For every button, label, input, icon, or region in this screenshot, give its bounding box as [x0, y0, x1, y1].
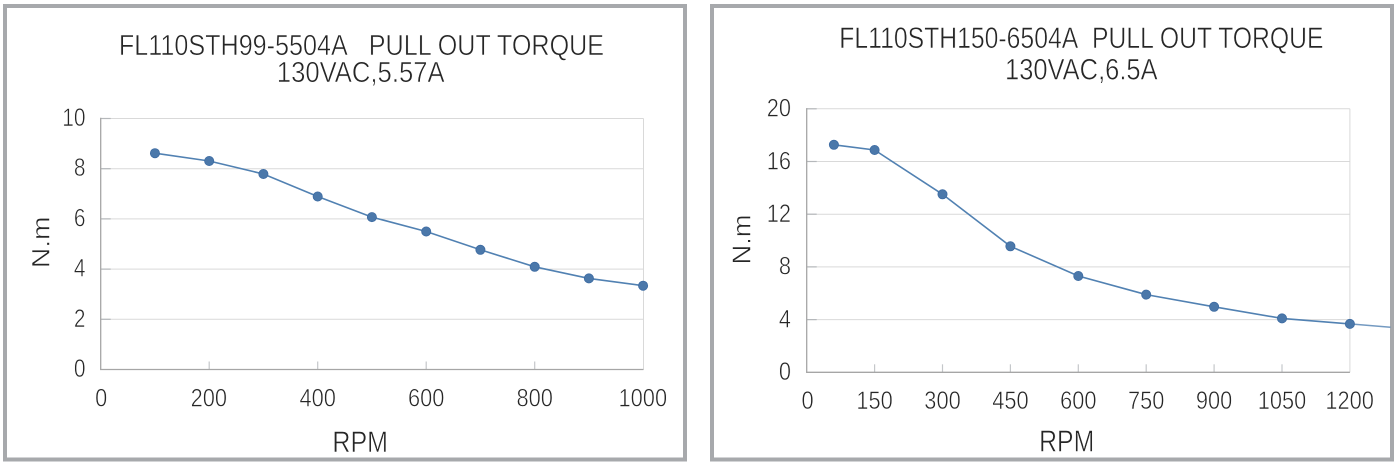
svg-text:FL110STH150-6504A PULL OUT TO: FL110STH150-6504A PULL OUT TORQUE: [839, 21, 1323, 55]
svg-text:150: 150: [856, 387, 892, 415]
svg-text:8: 8: [74, 154, 86, 182]
svg-text:1050: 1050: [1258, 387, 1307, 415]
svg-text:RPM: RPM: [1039, 424, 1094, 458]
svg-text:RPM: RPM: [332, 425, 388, 458]
svg-text:10: 10: [62, 103, 85, 131]
svg-text:800: 800: [516, 384, 552, 411]
svg-text:400: 400: [299, 384, 335, 411]
svg-text:900: 900: [1196, 387, 1232, 415]
svg-text:130VAC,5.57A: 130VAC,5.57A: [277, 56, 446, 89]
svg-text:300: 300: [924, 387, 960, 415]
svg-text:750: 750: [1128, 387, 1164, 415]
svg-text:1200: 1200: [1325, 387, 1374, 415]
svg-text:8: 8: [779, 252, 791, 280]
svg-text:600: 600: [1060, 387, 1096, 415]
svg-text:20: 20: [767, 94, 791, 122]
svg-text:6: 6: [74, 204, 86, 232]
svg-text:2: 2: [74, 304, 86, 332]
svg-text:130VAC,6.5A: 130VAC,6.5A: [1005, 53, 1158, 86]
svg-text:0: 0: [95, 384, 107, 411]
svg-text:600: 600: [408, 384, 444, 411]
svg-text:16: 16: [767, 147, 791, 175]
svg-text:450: 450: [992, 387, 1028, 415]
svg-text:N.m: N.m: [727, 214, 756, 264]
svg-text:0: 0: [74, 354, 86, 382]
svg-text:200: 200: [191, 384, 227, 411]
svg-text:1000: 1000: [619, 384, 668, 411]
svg-text:4: 4: [74, 254, 86, 282]
svg-text:4: 4: [779, 305, 791, 333]
svg-text:0: 0: [801, 387, 813, 415]
svg-text:N.m: N.m: [27, 216, 55, 268]
svg-text:FL110STH99-5504A PULL OUT TO: FL110STH99-5504A PULL OUT TORQUE: [119, 29, 604, 61]
svg-text:0: 0: [779, 358, 791, 386]
svg-text:12: 12: [767, 200, 791, 228]
